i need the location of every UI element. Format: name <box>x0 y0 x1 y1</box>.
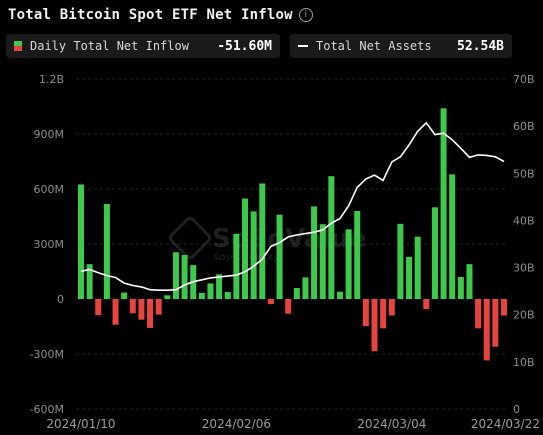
inflow-bar[interactable] <box>112 299 119 325</box>
left-tick-label: -300M <box>30 348 64 361</box>
left-tick-label: 1.2B <box>39 73 64 86</box>
right-axis: 70B 60B 50B 40B 30B 20B 10B 0 <box>513 73 535 416</box>
inflow-bar[interactable] <box>233 233 240 299</box>
inflow-bar[interactable] <box>242 198 249 299</box>
inflow-bar[interactable] <box>371 299 378 352</box>
right-tick-label: 0 <box>513 403 520 416</box>
inflow-bar[interactable] <box>293 288 300 299</box>
green-red-bar-icon <box>14 41 22 51</box>
right-tick-label: 10B <box>513 356 535 369</box>
legend-assets-label: Total Net Assets <box>316 39 432 53</box>
legend-inflow-label: Daily Total Net Inflow <box>30 39 189 53</box>
inflow-bar[interactable] <box>319 224 326 299</box>
inflow-bar[interactable] <box>362 299 369 327</box>
left-tick-label: 900M <box>34 128 65 141</box>
left-tick-label: 600M <box>34 183 65 196</box>
inflow-bar[interactable] <box>121 292 128 299</box>
inflow-bar[interactable] <box>336 291 343 299</box>
legend-inflow-value: -51.60M <box>217 38 272 54</box>
right-tick-label: 30B <box>513 262 535 275</box>
inflow-bar[interactable] <box>216 274 223 299</box>
watermark-logo: SoSoValue sosovalue.xyz <box>168 216 366 263</box>
inflow-bar[interactable] <box>501 299 507 316</box>
inflow-bar[interactable] <box>449 174 456 299</box>
inflow-bar[interactable] <box>388 299 395 316</box>
watermark-subtext: sosovalue.xyz <box>214 252 284 263</box>
x-tick-label: 2024/03/22 <box>471 417 540 431</box>
left-axis: 1.2B 900M 600M 300M 0 -300M -600M <box>30 73 64 416</box>
inflow-bar[interactable] <box>483 299 490 361</box>
inflow-bar[interactable] <box>457 277 464 299</box>
inflow-bar[interactable] <box>207 283 214 299</box>
x-axis: 2024/01/10 2024/02/06 2024/03/04 2024/03/22 <box>46 417 540 431</box>
right-tick-label: 60B <box>513 120 535 133</box>
line-icon <box>298 45 308 47</box>
inflow-bar[interactable] <box>380 299 387 329</box>
info-icon[interactable]: i <box>298 8 313 22</box>
inflow-bar[interactable] <box>440 108 447 299</box>
bars-group <box>78 108 507 361</box>
inflow-bar[interactable] <box>345 229 352 299</box>
inflow-bar[interactable] <box>181 255 188 299</box>
inflow-bar[interactable] <box>138 299 145 320</box>
inflow-bar[interactable] <box>267 299 274 305</box>
x-tick-label: 2024/01/10 <box>46 417 115 431</box>
inflow-bar[interactable] <box>147 299 154 328</box>
left-tick-label: 0 <box>57 293 64 306</box>
right-tick-label: 70B <box>513 73 535 86</box>
inflow-bar[interactable] <box>354 211 361 299</box>
inflow-bar[interactable] <box>103 204 110 299</box>
inflow-bar[interactable] <box>492 299 499 347</box>
legend-total-net-assets[interactable]: Total Net Assets 52.54B <box>290 34 512 58</box>
inflow-bar[interactable] <box>431 207 438 299</box>
header: Total Bitcoin Spot ETF Net Inflow i <box>8 4 313 26</box>
inflow-bar[interactable] <box>164 295 171 299</box>
right-tick-label: 20B <box>513 309 535 322</box>
chart-title: Total Bitcoin Spot ETF Net Inflow <box>8 7 293 23</box>
total-net-assets-line <box>80 121 505 291</box>
legend-assets-value: 52.54B <box>457 38 504 54</box>
inflow-bar[interactable] <box>276 214 283 299</box>
left-tick-label: -600M <box>30 403 64 416</box>
inflow-bar[interactable] <box>86 264 93 299</box>
x-tick-label: 2024/03/04 <box>357 417 426 431</box>
inflow-bar[interactable] <box>155 299 162 315</box>
inflow-bar[interactable] <box>423 299 430 310</box>
inflow-bar[interactable] <box>172 252 179 299</box>
inflow-bar[interactable] <box>328 176 335 299</box>
inflow-bar[interactable] <box>198 292 205 299</box>
inflow-bar[interactable] <box>406 256 413 299</box>
inflow-bar[interactable] <box>285 299 292 314</box>
right-tick-label: 50B <box>513 167 535 180</box>
inflow-bar[interactable] <box>224 292 231 299</box>
inflow-bar[interactable] <box>475 299 482 329</box>
x-tick-label: 2024/02/06 <box>202 417 271 431</box>
right-tick-label: 40B <box>513 214 535 227</box>
inflow-bar[interactable] <box>302 277 309 299</box>
inflow-bar[interactable] <box>414 236 421 299</box>
left-tick-label: 300M <box>34 238 65 251</box>
inflow-bar[interactable] <box>95 299 102 316</box>
inflow-bar[interactable] <box>78 184 84 299</box>
inflow-bar[interactable] <box>311 206 318 299</box>
inflow-bar[interactable] <box>259 183 266 300</box>
legend-daily-net-inflow[interactable]: Daily Total Net Inflow -51.60M <box>6 34 280 58</box>
inflow-bar[interactable] <box>466 264 473 299</box>
inflow-bar[interactable] <box>129 299 136 314</box>
inflow-bar[interactable] <box>250 211 257 299</box>
inflow-bar[interactable] <box>397 223 404 299</box>
